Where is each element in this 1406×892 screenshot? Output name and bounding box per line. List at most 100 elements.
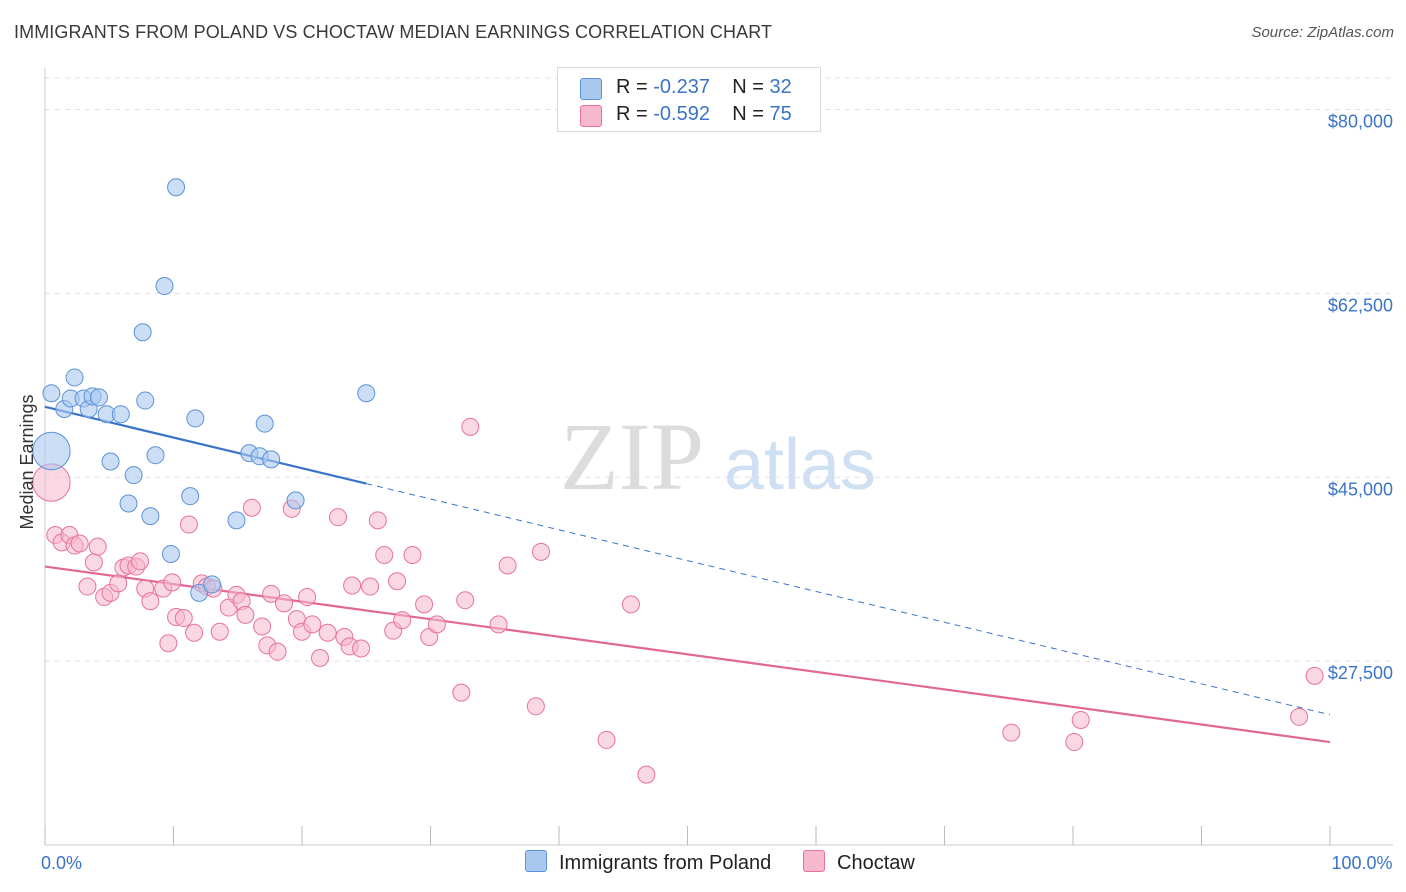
data-point-poland bbox=[146, 446, 165, 465]
data-point-poland bbox=[133, 323, 152, 342]
data-point-choctaw bbox=[303, 615, 322, 634]
y-tick-label: $45,000 bbox=[1328, 479, 1393, 499]
legend-n-value: 32 bbox=[769, 76, 792, 98]
data-point-poland bbox=[227, 511, 246, 530]
data-point-choctaw bbox=[310, 648, 329, 667]
data-point-poland bbox=[124, 466, 143, 485]
trend-line-poland-extension bbox=[366, 483, 1331, 716]
points-layer bbox=[32, 178, 1324, 784]
data-point-poland bbox=[141, 507, 160, 526]
data-point-poland bbox=[32, 431, 71, 471]
data-point-poland bbox=[167, 178, 186, 197]
data-point-choctaw bbox=[318, 623, 337, 642]
data-point-poland bbox=[42, 384, 61, 403]
data-point-choctaw bbox=[242, 498, 261, 517]
data-point-poland bbox=[111, 405, 130, 424]
data-point-choctaw bbox=[70, 534, 89, 553]
data-point-poland bbox=[65, 368, 84, 387]
data-point-choctaw bbox=[253, 617, 272, 636]
trend-line-choctaw bbox=[44, 565, 1331, 744]
data-point-poland bbox=[255, 414, 274, 433]
source-label: Source: ZipAtlas.com bbox=[1251, 24, 1394, 41]
data-point-choctaw bbox=[179, 515, 198, 534]
bottom-legend-label-poland: Immigrants from Poland bbox=[559, 852, 772, 874]
axis-layer: $27,500 $45,000 $62,500 $80,000 0.0% 100.0% bbox=[41, 68, 1393, 873]
data-point-choctaw bbox=[526, 697, 545, 716]
data-point-choctaw bbox=[415, 595, 434, 614]
legend-n-label: N = bbox=[732, 103, 764, 125]
data-point-choctaw bbox=[109, 574, 128, 593]
data-point-choctaw bbox=[298, 588, 317, 607]
data-point-poland bbox=[89, 388, 108, 407]
watermark-zip: ZIP bbox=[560, 403, 704, 510]
data-point-choctaw bbox=[236, 605, 255, 624]
data-point-choctaw bbox=[461, 417, 480, 436]
data-point-choctaw bbox=[388, 572, 407, 591]
legend-swatch-choctaw bbox=[580, 105, 602, 127]
chart-title: IMMIGRANTS FROM POLAND VS CHOCTAW MEDIAN… bbox=[14, 22, 773, 42]
data-point-poland bbox=[286, 491, 305, 510]
trend-line-poland bbox=[44, 405, 367, 485]
data-point-choctaw bbox=[375, 546, 394, 565]
data-point-poland bbox=[161, 544, 180, 563]
legend-r-label: R = bbox=[616, 76, 648, 98]
data-point-choctaw bbox=[1290, 707, 1309, 726]
data-point-poland bbox=[155, 277, 174, 296]
legend-r-label: R = bbox=[616, 103, 648, 125]
data-point-choctaw bbox=[1305, 666, 1324, 685]
data-point-choctaw bbox=[498, 556, 517, 575]
data-point-choctaw bbox=[163, 573, 182, 592]
data-point-choctaw bbox=[1071, 710, 1090, 729]
data-point-choctaw bbox=[427, 615, 446, 634]
y-axis-label: Median Earnings bbox=[17, 394, 37, 529]
y-tick-label: $62,500 bbox=[1328, 295, 1393, 315]
data-point-choctaw bbox=[159, 634, 178, 653]
data-point-poland bbox=[190, 583, 209, 602]
bottom-legend-swatch-poland bbox=[525, 850, 547, 872]
data-point-choctaw bbox=[328, 508, 347, 527]
bottom-legend-swatch-choctaw bbox=[803, 850, 825, 872]
data-point-choctaw bbox=[88, 537, 107, 556]
data-point-poland bbox=[357, 384, 376, 403]
bottom-legend-choctaw: Choctaw bbox=[803, 850, 915, 875]
data-point-choctaw bbox=[262, 584, 281, 603]
watermark: ZIP atlas bbox=[560, 403, 876, 510]
legend-r-value: -0.237 bbox=[653, 76, 710, 98]
data-point-choctaw bbox=[352, 639, 371, 658]
data-point-choctaw bbox=[621, 595, 640, 614]
watermark-atlas: atlas bbox=[724, 425, 876, 505]
bottom-legend-label-choctaw: Choctaw bbox=[837, 852, 915, 874]
data-point-choctaw bbox=[1002, 723, 1021, 742]
data-point-poland bbox=[101, 452, 120, 471]
data-point-choctaw bbox=[275, 594, 294, 613]
data-point-choctaw bbox=[84, 553, 103, 572]
data-point-choctaw bbox=[403, 546, 422, 565]
data-point-choctaw bbox=[456, 591, 475, 610]
data-point-choctaw bbox=[489, 615, 508, 634]
y-tick-label: $80,000 bbox=[1328, 112, 1393, 132]
data-point-poland bbox=[262, 450, 281, 469]
grid-layer bbox=[45, 77, 1393, 662]
y-tick-label: $27,500 bbox=[1328, 663, 1393, 683]
legend-n-value: 75 bbox=[769, 103, 792, 125]
data-point-choctaw bbox=[210, 622, 229, 641]
data-point-poland bbox=[203, 575, 222, 594]
data-point-poland bbox=[186, 409, 205, 428]
data-point-choctaw bbox=[637, 765, 656, 784]
data-point-poland bbox=[181, 487, 200, 506]
legend-n-label: N = bbox=[732, 76, 764, 98]
data-point-choctaw bbox=[597, 730, 616, 749]
x-tick-label: 100.0% bbox=[1331, 853, 1392, 873]
bottom-legend-poland: Immigrants from Poland bbox=[525, 850, 771, 875]
data-point-poland bbox=[136, 391, 155, 410]
trend-layer bbox=[44, 405, 1331, 744]
x-tick-label: 0.0% bbox=[41, 853, 82, 873]
data-point-choctaw bbox=[174, 609, 193, 628]
data-point-choctaw bbox=[131, 552, 150, 571]
data-point-choctaw bbox=[532, 542, 551, 561]
data-point-choctaw bbox=[78, 577, 97, 596]
correlation-legend: R = -0.237 N = 32 R = -0.592 N = 75 bbox=[557, 67, 821, 132]
data-point-choctaw bbox=[368, 511, 387, 530]
legend-r-value: -0.592 bbox=[653, 103, 710, 125]
